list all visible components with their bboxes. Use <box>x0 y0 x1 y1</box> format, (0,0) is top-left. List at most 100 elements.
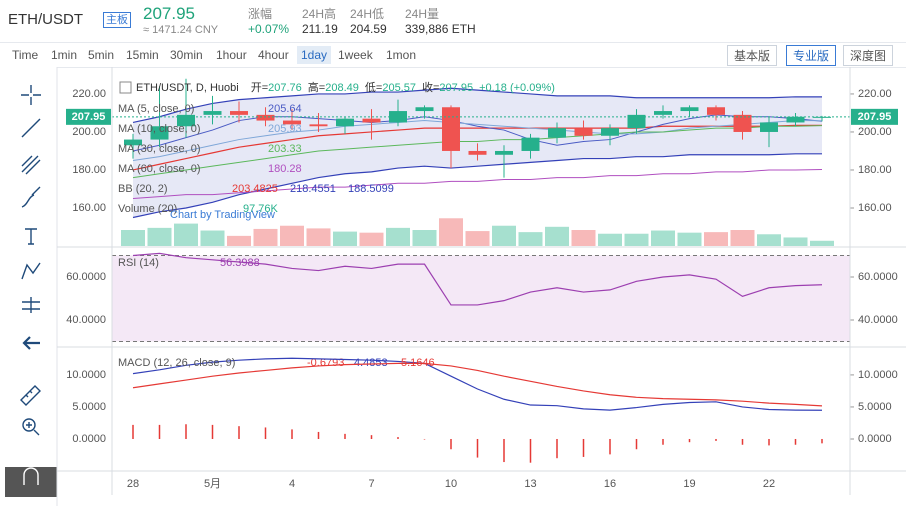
volume-bar <box>704 232 728 246</box>
candle-body <box>150 126 169 140</box>
bb-line <box>132 124 823 171</box>
macd-histogram <box>264 427 267 439</box>
y-tick-label: 220.00 <box>72 88 106 100</box>
interval-button[interactable]: 1hour <box>216 48 247 62</box>
candle-body <box>548 128 566 138</box>
ohlc-label: 低= <box>365 81 382 94</box>
price-badge-label: 207.95 <box>72 111 106 123</box>
interval-button[interactable]: 5min <box>88 48 115 62</box>
fork-tool[interactable] <box>21 155 41 175</box>
bb-legend: BB (20, 2) <box>118 183 168 195</box>
y-tick-label: 200.00 <box>858 126 892 138</box>
ohlc-label: 收= <box>422 80 439 94</box>
zoom-tool[interactable] <box>22 418 36 432</box>
macd-histogram <box>132 424 134 439</box>
y-tick-label: 0.0000 <box>858 433 892 445</box>
view-button[interactable]: 专业版 <box>786 45 837 66</box>
magnet-tool[interactable] <box>5 467 57 497</box>
interval-button[interactable]: 4hour <box>258 48 289 62</box>
candle-body <box>309 124 328 127</box>
volume-bar <box>174 223 198 246</box>
candle-body <box>627 114 646 129</box>
macd-histogram <box>185 424 187 439</box>
ma-legend: MA (5, close, 0) <box>118 103 194 115</box>
x-tick-label: 28 <box>127 478 139 490</box>
candle-body <box>230 111 248 115</box>
y-tick-label: 160.00 <box>72 202 106 214</box>
x-tick-label: 13 <box>524 478 536 490</box>
y-tick-label: 180.00 <box>72 164 106 176</box>
crosshair-tool[interactable] <box>21 85 41 105</box>
y-tick-label: 5.0000 <box>858 401 892 413</box>
candle-body <box>733 114 752 132</box>
header: ETH/USDT 主板 207.95 ≈ 1471.24 CNY 涨幅 +0.07… <box>0 0 906 43</box>
y-tick-label: 10.0000 <box>858 369 898 381</box>
view-button[interactable]: 深度图 <box>843 45 894 66</box>
volume-bar <box>730 230 755 246</box>
measure-tool[interactable] <box>22 297 40 313</box>
volume-bar <box>439 218 463 246</box>
rsi-legend-value: 56.3988 <box>220 257 260 269</box>
bb-legend-value: 218.4551 <box>290 183 336 195</box>
interval-button[interactable]: 30min <box>170 48 203 62</box>
macd-histogram <box>529 438 532 463</box>
interval-button[interactable]: 1mon <box>386 48 417 62</box>
volume-legend-value: 97.76K <box>243 203 279 215</box>
rsi-legend: RSI (14) <box>118 257 159 269</box>
ohlc-value: 208.49 <box>325 82 359 94</box>
macd-histogram <box>158 424 161 439</box>
candle-body <box>283 120 301 125</box>
bb-line <box>132 153 823 219</box>
stat-label: 24H量 <box>405 7 440 21</box>
rsi-band <box>112 255 850 342</box>
toolbar: Time 1min 5min 15min 30min 1hour 4hour 1day 1wee… <box>0 43 906 68</box>
ruler-tool[interactable] <box>20 385 41 406</box>
brush-tool[interactable] <box>21 186 41 208</box>
pattern-tool[interactable] <box>21 262 41 280</box>
ma-legend: MA (10, close, 0) <box>118 123 201 135</box>
macd-histogram <box>688 438 691 443</box>
x-tick-label: 22 <box>763 478 775 490</box>
rsi-line <box>132 252 823 306</box>
candle-body <box>654 111 672 115</box>
ma-legend-value: 205.93 <box>268 123 302 135</box>
stat-value: 211.19 <box>302 22 338 36</box>
x-tick-label: 4 <box>289 478 295 490</box>
interval-button[interactable]: 1day <box>297 46 332 64</box>
macd-histogram <box>768 438 770 446</box>
ohlc-value: 207.95 <box>439 82 473 94</box>
candle-body <box>468 150 487 155</box>
macd-histogram <box>741 438 744 445</box>
board-badge[interactable]: 主板 <box>103 12 131 28</box>
y-tick-label: 10.0000 <box>66 369 106 381</box>
volume-bar <box>253 228 278 246</box>
interval-button[interactable]: 1week <box>338 48 373 62</box>
line-tool[interactable] <box>21 118 41 138</box>
macd-histogram <box>397 437 399 439</box>
interval-button[interactable]: Time <box>12 48 39 62</box>
bb-legend-value: 203.4825 <box>232 183 278 195</box>
view-button[interactable]: 基本版 <box>727 45 778 66</box>
y-tick-label: 60.0000 <box>858 271 898 283</box>
y-tick-label: 160.00 <box>858 202 892 214</box>
volume-bar <box>810 240 834 246</box>
cny-price: ≈ 1471.24 CNY <box>143 24 219 36</box>
macd-histogram <box>370 435 373 439</box>
candle-body <box>760 122 778 132</box>
volume-bar <box>147 227 172 246</box>
ma-legend-value: 203.33 <box>268 143 302 155</box>
ohlc-label: 高= <box>308 80 325 94</box>
price-badge <box>66 108 111 125</box>
candle-body <box>256 114 275 121</box>
volume-bar <box>465 231 490 246</box>
volume-legend: Volume (20) <box>118 203 177 215</box>
interval-button[interactable]: 1min <box>51 48 78 62</box>
interval-button[interactable]: 15min <box>126 48 159 62</box>
macd-histogram <box>344 433 346 439</box>
macd-histogram <box>582 438 585 457</box>
back-tool[interactable] <box>22 336 40 350</box>
text-tool[interactable] <box>25 228 37 245</box>
macd-histogram <box>635 438 638 450</box>
